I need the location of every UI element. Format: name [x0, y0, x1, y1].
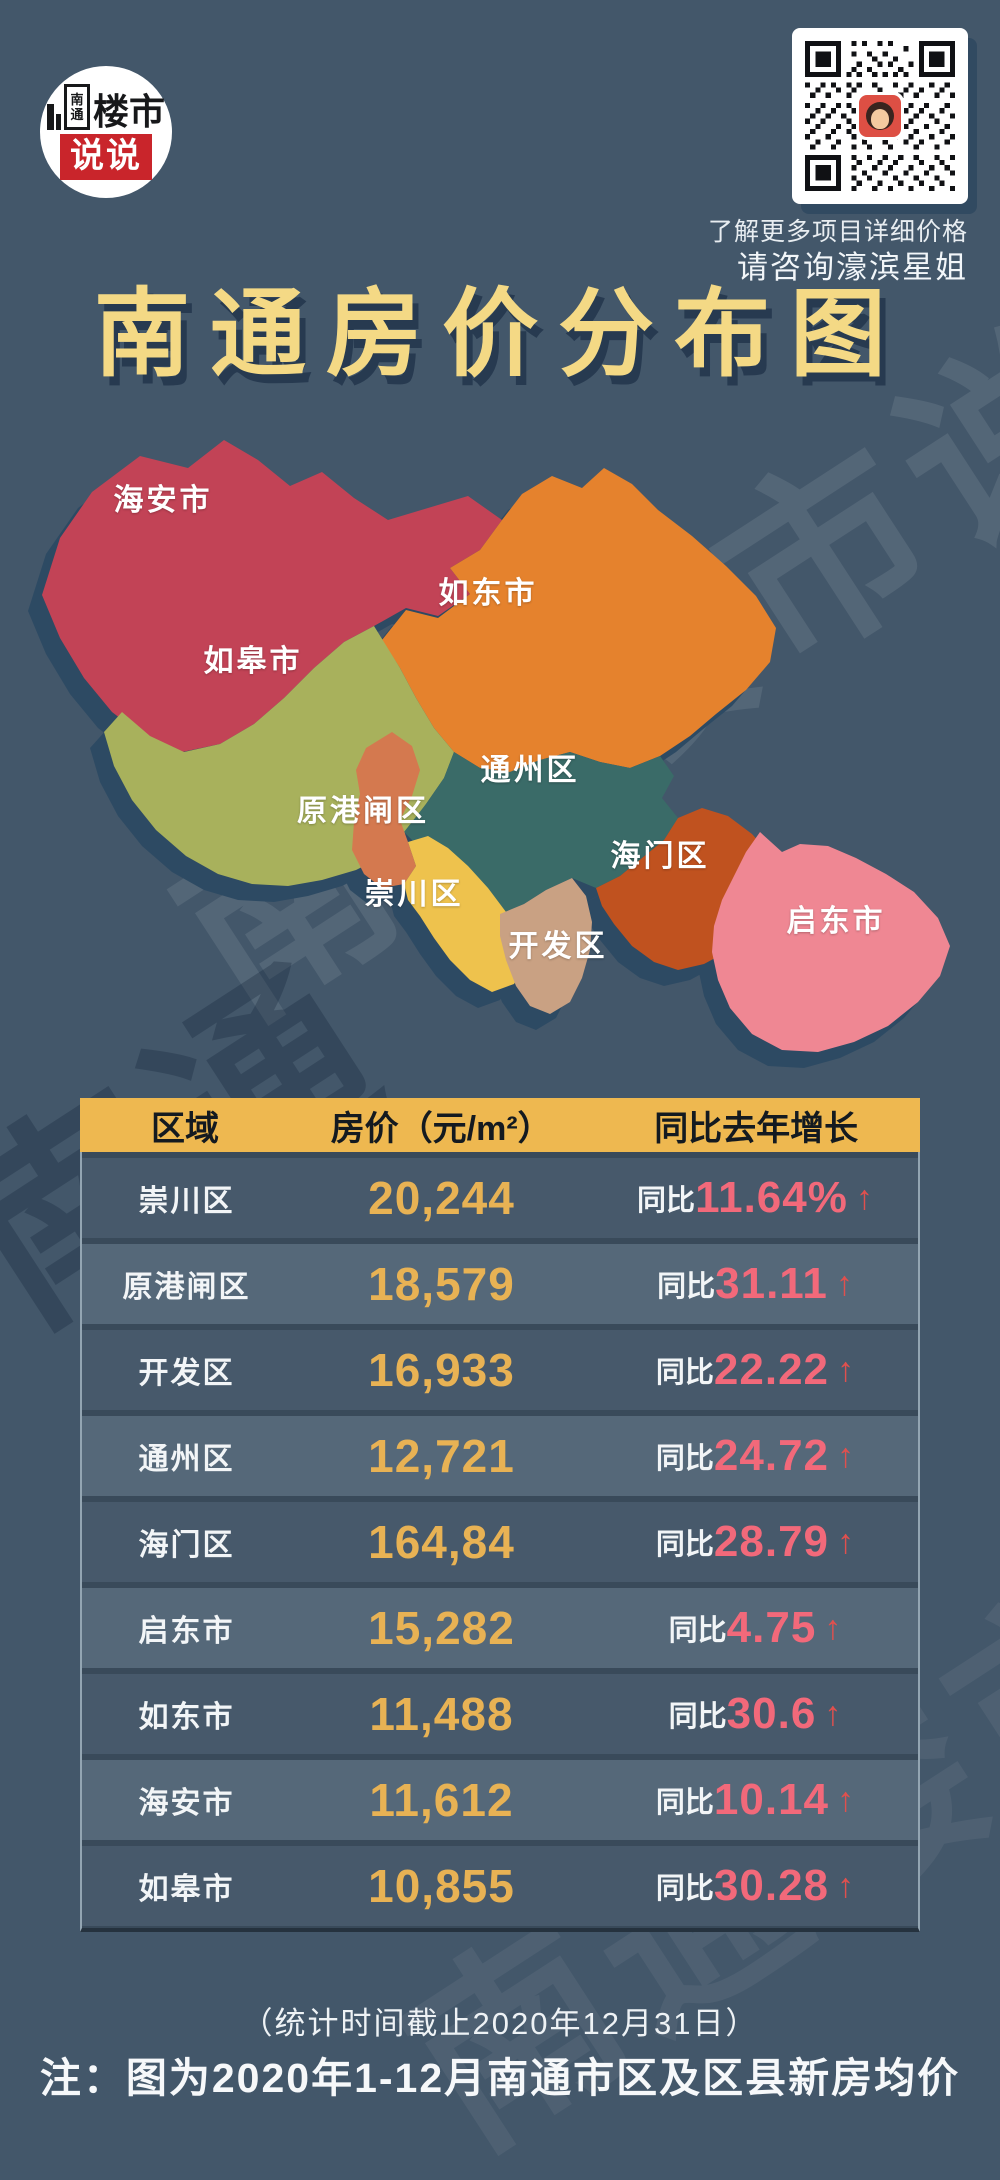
brand-badge-char2: 通	[70, 107, 84, 123]
growth-prefix: 同比	[655, 1787, 714, 1819]
row-region: 开发区	[138, 1357, 235, 1390]
growth-value: 22.22	[713, 1345, 830, 1394]
growth-prefix: 同比	[655, 1357, 714, 1389]
growth-value: 4.75	[726, 1603, 817, 1652]
brand-logo-top-row: 南 通 楼市	[46, 84, 165, 133]
up-arrow-icon: ↑	[824, 1694, 842, 1733]
row-region: 海门区	[138, 1529, 235, 1562]
growth-prefix: 同比	[655, 1443, 714, 1475]
map-label-haian: 海安市	[113, 484, 213, 517]
qr-center-avatar	[856, 92, 904, 140]
map-label-qidong: 启东市	[786, 905, 886, 938]
qr-caption-small: 了解更多项目详细价格	[707, 218, 968, 246]
growth-prefix: 同比	[657, 1271, 716, 1303]
region-haian-shape	[42, 440, 502, 752]
qr-caption-large: 请咨询濠滨星姐	[737, 250, 968, 285]
growth-value: 30.28	[713, 1861, 830, 1910]
row-region: 启东市	[138, 1615, 235, 1648]
avatar-face	[871, 109, 889, 129]
growth-value: 11.64%	[695, 1173, 848, 1222]
map-label-tongzhou: 通州区	[480, 754, 580, 787]
growth-value: 31.11	[715, 1259, 828, 1308]
brand-name-bottom: 说说	[60, 134, 152, 180]
table-row: 海安市 11,612 同比 10.14 ↑	[82, 1760, 918, 1840]
row-price: 11,612	[369, 1774, 514, 1826]
map-label-rugao: 如皋市	[203, 645, 303, 678]
row-region: 如东市	[138, 1701, 235, 1734]
growth-value: 28.79	[713, 1517, 830, 1566]
qr-code	[792, 28, 968, 204]
region-chongchuan-shape	[404, 836, 526, 992]
stat-period-note: （统计时间截止2020年12月31日）	[241, 2006, 759, 2041]
map-label-chongchuan: 崇川区	[364, 878, 464, 911]
row-price: 20,244	[368, 1172, 515, 1224]
table-row: 海门区 164,84 同比 28.79 ↑	[82, 1502, 918, 1582]
page-title: 南通房价分布图	[94, 281, 906, 388]
growth-prefix: 同比	[655, 1529, 714, 1561]
header-price: 房价（元/m²）	[330, 1109, 552, 1148]
growth-value: 10.14	[713, 1775, 830, 1824]
row-region: 如皋市	[138, 1873, 235, 1906]
region-yuangangzha-shape	[352, 732, 420, 888]
buildings-icon	[46, 104, 61, 131]
row-price: 18,579	[368, 1258, 515, 1310]
growth-prefix: 同比	[637, 1185, 696, 1217]
brand-badge-char1: 南	[70, 91, 84, 107]
up-arrow-icon: ↑	[837, 1522, 855, 1561]
brand-name-top: 楼市	[92, 91, 165, 133]
table-row: 开发区 16,933 同比 22.22 ↑	[82, 1330, 918, 1410]
up-arrow-icon: ↑	[855, 1178, 873, 1217]
row-region: 崇川区	[138, 1185, 235, 1218]
row-region: 通州区	[138, 1443, 235, 1476]
header-growth: 同比去年增长	[654, 1109, 859, 1148]
data-source-note: 注：图为2020年1-12月南通市区及区县新房均价	[39, 2055, 961, 2101]
table-row: 如皋市 10,855 同比 30.28 ↑	[82, 1846, 918, 1926]
nantong-map	[42, 440, 950, 1052]
region-rudong-shape	[382, 468, 776, 772]
row-price: 16,933	[368, 1344, 515, 1396]
header-region: 区域	[151, 1109, 219, 1148]
growth-prefix: 同比	[668, 1701, 727, 1733]
avatar-background	[859, 95, 901, 137]
table-row: 如东市 11,488 同比 30.6 ↑	[82, 1674, 918, 1754]
map-label-haimen: 海门区	[610, 840, 710, 873]
growth-value: 24.72	[713, 1431, 830, 1480]
map-label-yuangangzha: 原港闸区	[297, 795, 429, 828]
row-price: 15,282	[368, 1602, 515, 1654]
growth-prefix: 同比	[655, 1873, 714, 1905]
up-arrow-icon: ↑	[837, 1350, 855, 1389]
price-table: 崇川区 20,244 同比 11.64% ↑ 原港闸区 18,579 同比 31.11…	[80, 1152, 920, 1932]
avatar-hair	[866, 102, 894, 130]
up-arrow-icon: ↑	[824, 1608, 842, 1647]
up-arrow-icon: ↑	[835, 1264, 853, 1303]
map-label-rudong: 如东市	[438, 577, 538, 610]
table-row: 崇川区 20,244 同比 11.64% ↑	[82, 1158, 918, 1238]
brand-badge: 南 通	[63, 84, 90, 131]
row-price: 12,721	[368, 1430, 515, 1482]
row-price: 11,488	[369, 1688, 514, 1740]
table-header: 区域 房价（元/m²） 同比去年增长	[80, 1098, 920, 1152]
table-row: 启东市 15,282 同比 4.75 ↑	[82, 1588, 918, 1668]
growth-value: 30.6	[726, 1689, 817, 1738]
brand-logo: 南 通 楼市 说说	[40, 66, 172, 198]
map-label-kaifa: 开发区	[508, 930, 608, 963]
table-row: 原港闸区 18,579 同比 31.11 ↑	[82, 1244, 918, 1324]
table-row: 通州区 12,721 同比 24.72 ↑	[82, 1416, 918, 1496]
region-kaifa-shape	[500, 878, 592, 1014]
region-qidong-shape	[712, 832, 950, 1052]
row-region: 原港闸区	[122, 1271, 251, 1304]
row-price: 10,855	[368, 1860, 515, 1912]
growth-prefix: 同比	[668, 1615, 727, 1647]
up-arrow-icon: ↑	[837, 1866, 855, 1905]
up-arrow-icon: ↑	[837, 1780, 855, 1819]
row-region: 海安市	[138, 1787, 235, 1820]
row-price: 164,84	[368, 1516, 515, 1568]
up-arrow-icon: ↑	[837, 1436, 855, 1475]
